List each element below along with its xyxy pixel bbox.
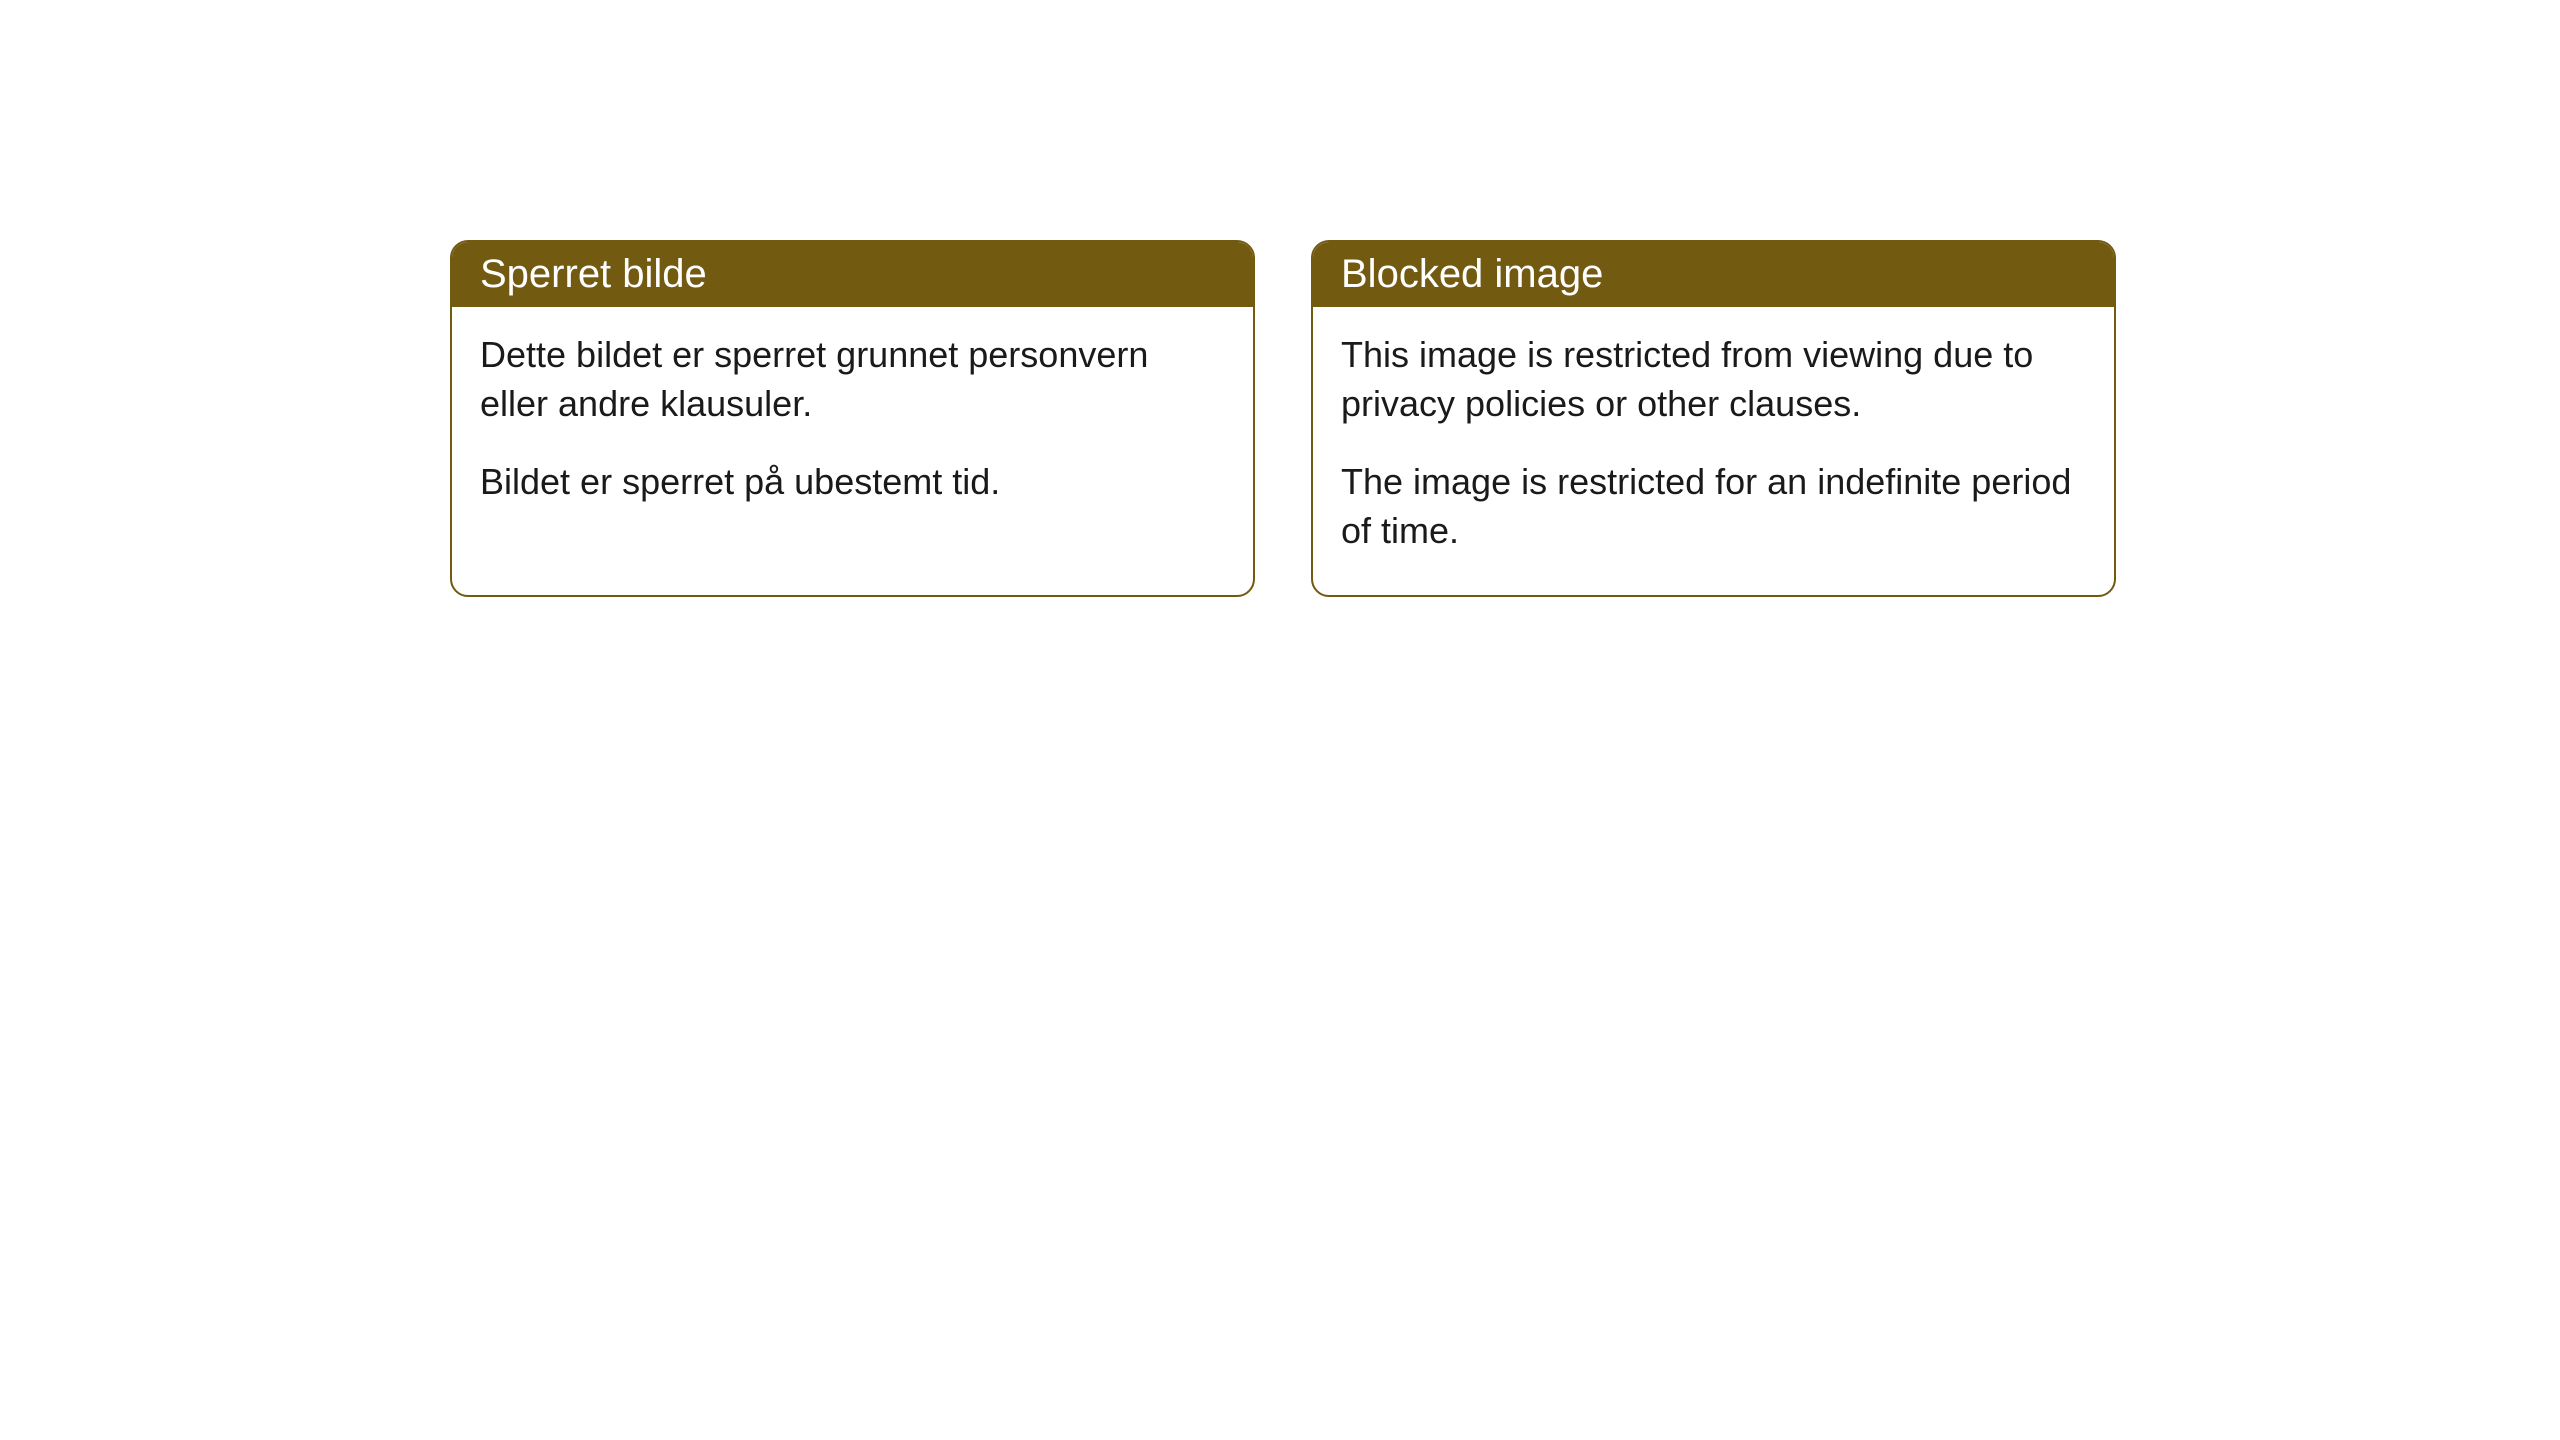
cards-container: Sperret bilde Dette bildet er sperret gr… bbox=[450, 240, 2560, 597]
card-paragraph-2: Bildet er sperret på ubestemt tid. bbox=[480, 458, 1225, 507]
card-body-english: This image is restricted from viewing du… bbox=[1313, 307, 2114, 595]
card-paragraph-2: The image is restricted for an indefinit… bbox=[1341, 458, 2086, 555]
card-english: Blocked image This image is restricted f… bbox=[1311, 240, 2116, 597]
card-title: Blocked image bbox=[1341, 252, 1603, 296]
card-body-norwegian: Dette bildet er sperret grunnet personve… bbox=[452, 307, 1253, 547]
card-paragraph-1: This image is restricted from viewing du… bbox=[1341, 331, 2086, 428]
card-title: Sperret bilde bbox=[480, 252, 707, 296]
card-header-norwegian: Sperret bilde bbox=[452, 242, 1253, 307]
card-norwegian: Sperret bilde Dette bildet er sperret gr… bbox=[450, 240, 1255, 597]
card-header-english: Blocked image bbox=[1313, 242, 2114, 307]
card-paragraph-1: Dette bildet er sperret grunnet personve… bbox=[480, 331, 1225, 428]
